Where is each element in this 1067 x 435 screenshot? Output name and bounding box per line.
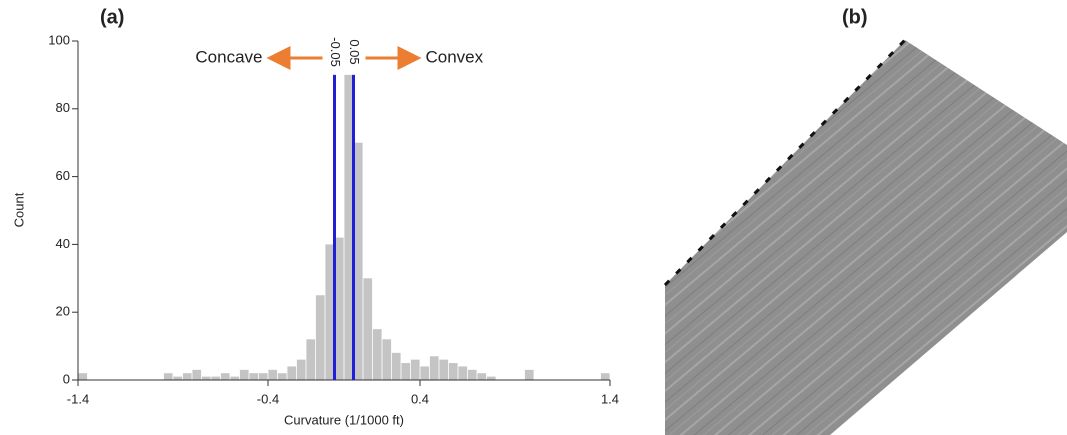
x-tick-label: -1.4 — [67, 391, 89, 406]
bar — [477, 373, 487, 380]
x-axis-label: Curvature (1/1000 ft) — [284, 412, 404, 427]
threshold-label: -0.05 — [328, 37, 343, 67]
bar — [277, 373, 287, 380]
panel-label: (a) — [100, 6, 124, 28]
y-tick-label: 60 — [56, 168, 70, 183]
bar — [429, 356, 439, 380]
bar — [182, 373, 192, 380]
bar — [78, 373, 88, 380]
y-axis-label: Count — [11, 192, 26, 227]
bar — [249, 373, 259, 380]
bar — [268, 369, 278, 380]
bar — [344, 74, 354, 381]
bar — [448, 363, 458, 380]
bar — [163, 373, 173, 380]
annotation: Convex — [426, 47, 484, 66]
bar — [486, 376, 496, 380]
bar — [391, 352, 401, 380]
bar — [467, 369, 477, 380]
bar — [439, 359, 449, 380]
bar — [192, 369, 202, 380]
bar — [230, 376, 240, 380]
bar — [220, 373, 230, 380]
bar — [325, 244, 335, 380]
y-tick-label: 20 — [56, 304, 70, 319]
bar — [296, 359, 306, 380]
annotation: Concave — [195, 47, 262, 66]
bar — [315, 295, 325, 380]
y-tick-label: 80 — [56, 100, 70, 115]
bar — [420, 366, 430, 380]
bar — [201, 376, 211, 380]
bar — [334, 237, 344, 380]
bar — [287, 366, 297, 380]
bar — [401, 363, 411, 380]
bar — [306, 339, 316, 380]
bar — [600, 373, 610, 380]
x-tick-label: 1.4 — [601, 391, 619, 406]
y-tick-label: 0 — [63, 371, 70, 386]
bar — [258, 373, 268, 380]
bar — [173, 376, 183, 380]
bar — [372, 329, 382, 380]
bar — [239, 369, 249, 380]
bar — [410, 359, 420, 380]
bar — [353, 142, 363, 380]
panel-label: (b) — [842, 6, 868, 28]
bar — [382, 339, 392, 380]
x-tick-label: -0.4 — [257, 391, 279, 406]
image-panel — [663, 38, 1067, 435]
curvature-map — [665, 40, 1067, 435]
threshold-label: 0.05 — [347, 39, 362, 64]
y-tick-label: 40 — [56, 236, 70, 251]
bar — [458, 366, 468, 380]
bar — [524, 369, 534, 380]
bar — [211, 376, 221, 380]
x-tick-label: 0.4 — [411, 391, 429, 406]
bar — [363, 278, 373, 380]
y-tick-label: 100 — [48, 32, 70, 47]
